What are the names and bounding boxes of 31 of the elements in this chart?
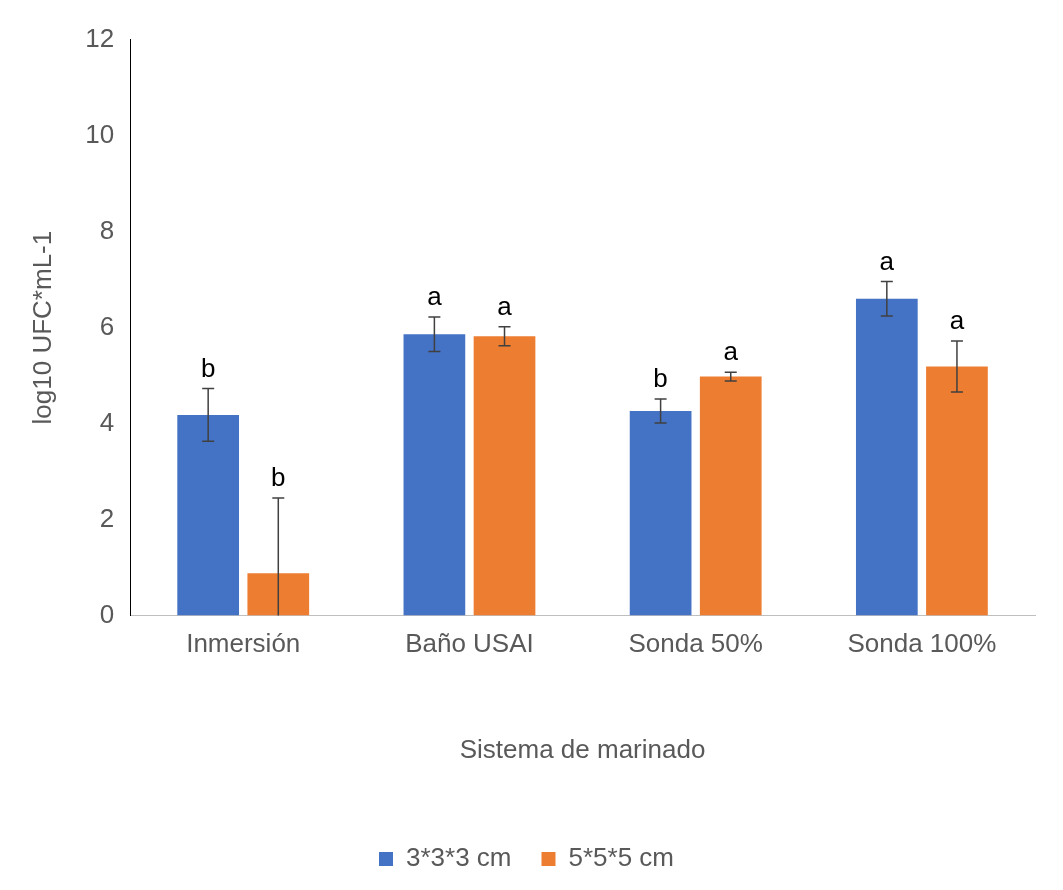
x-tick-label: Sonda 100% <box>847 628 997 659</box>
y-tick-label: 12 <box>85 22 115 53</box>
legend-label: 5*5*5 cm <box>568 842 674 873</box>
y-tick-label: 4 <box>99 406 115 437</box>
data-label: a <box>723 336 739 367</box>
data-label: b <box>200 352 216 383</box>
data-label: a <box>949 305 965 336</box>
bar <box>247 573 310 616</box>
y-tick-label: 6 <box>99 310 115 341</box>
data-label: a <box>497 290 513 321</box>
x-tick-label: Baño USAI <box>405 628 534 659</box>
bar <box>473 336 536 616</box>
y-tick-label: 2 <box>99 502 115 533</box>
y-axis-title: log10 UFC*mL-1 <box>26 230 57 425</box>
x-axis-title: Sistema de marinado <box>459 733 706 764</box>
data-label: b <box>653 363 668 394</box>
data-label: a <box>879 245 895 276</box>
bar <box>629 411 692 616</box>
data-label: b <box>271 462 286 493</box>
y-tick-label: 8 <box>99 214 115 245</box>
x-tick-label: Inmersión <box>186 628 301 659</box>
bar <box>926 366 988 616</box>
legend-label: 3*3*3 cm <box>406 842 512 873</box>
bar <box>855 298 918 616</box>
data-label: a <box>427 281 443 312</box>
bar <box>403 334 466 616</box>
x-tick-label: Sonda 50% <box>628 628 763 659</box>
bar <box>699 376 762 616</box>
y-tick-label: 10 <box>85 118 115 149</box>
y-tick-label: 0 <box>99 598 115 629</box>
bar <box>177 414 240 616</box>
